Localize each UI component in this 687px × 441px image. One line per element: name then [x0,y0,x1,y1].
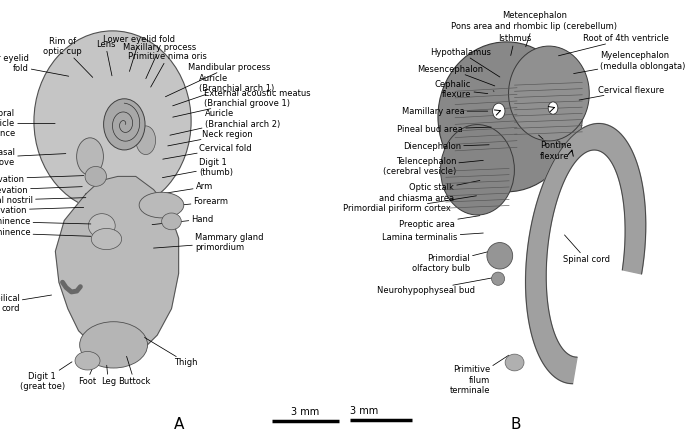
Text: Cephalic
flexure: Cephalic flexure [435,80,488,99]
Text: Umbilical
cord: Umbilical cord [0,294,52,313]
Ellipse shape [487,243,513,269]
Text: Buttock: Buttock [118,356,150,386]
Text: Optic stalk
and chiasma area: Optic stalk and chiasma area [379,180,480,203]
Circle shape [548,102,558,114]
Text: Hand: Hand [152,215,214,224]
Text: Primitive
filum
terminale: Primitive filum terminale [450,355,509,395]
Text: Frontonasal elevation: Frontonasal elevation [0,186,82,195]
Circle shape [104,99,145,150]
Text: Mesencephalon: Mesencephalon [418,65,495,86]
Text: Rim of
optic cup: Rim of optic cup [43,37,93,77]
Text: Upper eyelid
fold: Upper eyelid fold [0,54,69,76]
Circle shape [493,103,505,119]
Text: Cervical flexure: Cervical flexure [579,86,664,100]
Text: Liver prominence: Liver prominence [0,228,91,237]
Text: Medial nasal elevation: Medial nasal elevation [0,206,84,215]
Text: Root of 4th ventricle: Root of 4th ventricle [559,34,669,56]
Text: Spinal cord: Spinal cord [563,235,609,264]
Text: External acoustic meatus
(Branchial groove 1): External acoustic meatus (Branchial groo… [172,89,311,117]
Text: B: B [510,417,521,432]
Text: Myelencephalon
(medulla oblongata): Myelencephalon (medulla oblongata) [574,51,686,74]
Ellipse shape [139,192,184,218]
Text: Neurohypophyseal bud: Neurohypophyseal bud [376,277,495,295]
Text: Mandibular process: Mandibular process [166,63,270,97]
Text: Foot: Foot [78,367,96,386]
Text: Arm: Arm [157,183,213,194]
Text: Heart prominence: Heart prominence [0,217,91,226]
Text: 3 mm: 3 mm [350,406,379,416]
Text: Lower eyelid fold: Lower eyelid fold [103,35,175,71]
Text: External nostril: External nostril [0,196,86,205]
Ellipse shape [34,31,191,212]
Text: Maxillonasal
groove: Maxillonasal groove [0,148,66,167]
Ellipse shape [89,213,115,238]
Text: Primordial piriform cortex: Primordial piriform cortex [343,196,477,213]
Text: Pineal bud area: Pineal bud area [397,125,491,134]
Ellipse shape [505,354,524,371]
Ellipse shape [161,213,181,230]
Text: Telencephalon
(cerebral vesicle): Telencephalon (cerebral vesicle) [383,157,483,176]
Ellipse shape [440,125,515,215]
Text: Leg: Leg [101,365,116,386]
Ellipse shape [77,138,104,175]
Text: Auricle
(Branchial arch 1): Auricle (Branchial arch 1) [172,74,275,106]
Text: Maxillary process: Maxillary process [124,43,196,78]
Text: Digit 1
(great toe): Digit 1 (great toe) [20,362,72,391]
Text: Neck region: Neck region [168,130,252,146]
Text: 3 mm: 3 mm [291,407,319,417]
Ellipse shape [85,167,106,187]
Polygon shape [56,176,179,357]
Text: Primordial
olfactory bulb: Primordial olfactory bulb [412,251,491,273]
Text: Auricle
(Branchial arch 2): Auricle (Branchial arch 2) [170,109,280,135]
Text: Pontine
flexure: Pontine flexure [539,135,572,161]
Ellipse shape [492,272,505,285]
Text: Thigh: Thigh [144,337,198,367]
Text: Cervical fold: Cervical fold [163,144,252,159]
Text: Hypothalamus: Hypothalamus [430,48,500,77]
Ellipse shape [91,228,122,250]
Polygon shape [526,123,646,384]
Text: Diencephalon: Diencephalon [403,142,489,151]
Text: Mamillary area: Mamillary area [402,107,488,116]
Text: Isthmus: Isthmus [498,34,531,56]
Text: Metencephalon
Pons area and rhombic lip (cerebellum): Metencephalon Pons area and rhombic lip … [451,11,617,47]
Text: Forearm: Forearm [152,198,229,208]
Ellipse shape [438,42,576,192]
Ellipse shape [508,46,589,141]
Text: Lamina terminalis: Lamina terminalis [382,233,483,242]
Text: Mammary gland
primordium: Mammary gland primordium [153,233,264,252]
Text: Preoptic area: Preoptic area [399,216,480,228]
Ellipse shape [80,322,148,368]
Text: Primitive nima oris: Primitive nima oris [128,52,207,87]
Text: Cerebral
vesicle
prominence: Cerebral vesicle prominence [0,108,55,138]
Text: Lateral nasal elevation: Lateral nasal elevation [0,175,84,184]
Text: A: A [173,417,184,432]
Text: Digit 1
(thumb): Digit 1 (thumb) [162,158,233,178]
Ellipse shape [75,351,100,370]
Ellipse shape [551,93,583,146]
Ellipse shape [136,126,155,155]
Text: Lens: Lens [95,40,115,76]
